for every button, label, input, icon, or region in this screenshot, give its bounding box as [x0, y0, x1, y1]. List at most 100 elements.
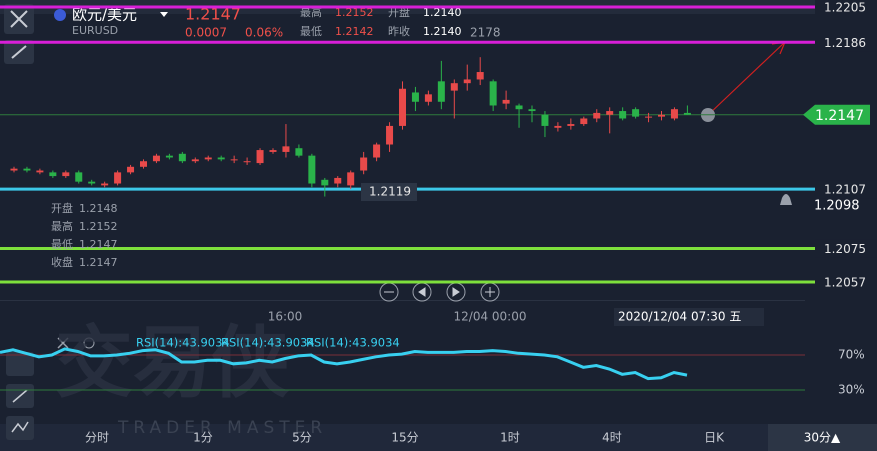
- candle-body: [424, 94, 432, 102]
- alert-price: 1.2098: [814, 199, 860, 214]
- candle-body: [308, 155, 316, 184]
- cursor-time-bg: [614, 308, 764, 326]
- candle-body: [463, 79, 471, 84]
- ohlc-label: 最高: [51, 219, 73, 233]
- stat-label: 昨收: [388, 24, 410, 38]
- candle-body: [295, 148, 303, 156]
- watermark: TRADER MASTER: [117, 418, 327, 438]
- candle-body: [632, 109, 640, 117]
- candle-body: [23, 168, 31, 171]
- ohlc-value: 1.2147: [79, 238, 118, 251]
- price-level-label: 1.2186: [824, 36, 866, 50]
- candle-body: [528, 109, 536, 112]
- price-level-label: 1.2107: [824, 183, 866, 197]
- high-label: 2178: [470, 26, 501, 40]
- ohlc-label: 收盘: [51, 255, 73, 269]
- candle-body: [567, 124, 575, 126]
- candle-body: [450, 83, 458, 91]
- candle-body: [140, 161, 147, 167]
- candle-body: [437, 81, 445, 102]
- rsi-settings[interactable]: [83, 337, 95, 349]
- tab-bar: [0, 424, 877, 451]
- candle-body: [645, 116, 653, 118]
- ohlc-label: 开盘: [51, 201, 73, 215]
- candle-body: [386, 125, 394, 145]
- tab[interactable]: 分时: [85, 431, 109, 445]
- candle-body: [75, 172, 83, 182]
- tab[interactable]: 30分▲: [804, 431, 841, 445]
- candle-body: [165, 155, 173, 158]
- tab[interactable]: 4时: [602, 431, 622, 445]
- tool-button[interactable]: [6, 352, 34, 376]
- time-label: 16:00: [268, 310, 303, 324]
- candle-body: [360, 157, 368, 171]
- ohlc-value: 1.2148: [79, 202, 118, 215]
- rsi-close[interactable]: [57, 337, 69, 349]
- candle-body: [489, 81, 497, 106]
- cursor-time: 2020/12/04 07:30 五: [618, 310, 741, 324]
- candle-body: [36, 170, 44, 173]
- flag-icon: [54, 9, 66, 21]
- candle-body: [282, 146, 290, 152]
- change-pct: 0.06%: [245, 26, 283, 40]
- stat-value: 1.2140: [423, 25, 462, 38]
- candle-body: [114, 172, 122, 184]
- tab[interactable]: 1时: [500, 431, 520, 445]
- candle-body: [88, 181, 96, 184]
- current-price: 1.2147: [815, 108, 864, 124]
- tool-button[interactable]: [6, 416, 34, 440]
- price-level-tag: [815, 33, 877, 52]
- stat-value: 1.2142: [335, 25, 374, 38]
- symbol[interactable]: 欧元/美元: [72, 6, 137, 24]
- tab[interactable]: 5分: [292, 431, 312, 445]
- price-level-label: 1.2205: [824, 1, 866, 15]
- bell-icon[interactable]: [780, 194, 792, 205]
- candle-body: [347, 172, 355, 186]
- candle-body: [127, 166, 135, 173]
- candle-body: [321, 179, 329, 186]
- dropdown-icon[interactable]: [160, 12, 168, 17]
- current-price-tag: [803, 104, 870, 125]
- candle-body: [62, 172, 70, 177]
- tab[interactable]: 日K: [704, 431, 725, 445]
- shrink-icon: [11, 45, 27, 59]
- candle-body: [101, 183, 109, 186]
- price-level-tag: [815, 239, 877, 258]
- candle-body: [49, 172, 57, 177]
- candle-body: [178, 153, 186, 162]
- stat-value: 1.2140: [423, 6, 462, 19]
- candle-body: [230, 159, 238, 161]
- candle-body: [502, 99, 510, 104]
- low-tooltip: [361, 183, 417, 201]
- candle-body: [217, 157, 225, 160]
- change: 0.0007: [185, 26, 227, 40]
- ohlc-label: 最低: [51, 238, 73, 251]
- rsi-label: RSI(14):43.9034: [306, 336, 400, 350]
- tab[interactable]: 15分: [391, 431, 418, 445]
- candle-body: [411, 92, 419, 102]
- price-level-tag: [815, 273, 877, 291]
- rsi-label: RSI(14):43.9034: [221, 336, 315, 350]
- tool-icons: [11, 389, 29, 433]
- rsi-level-label: 70%: [838, 348, 865, 362]
- rsi-line: [0, 347, 688, 381]
- tab[interactable]: 1分: [193, 431, 213, 445]
- candle-body: [399, 88, 406, 126]
- price-level-tag: [815, 180, 877, 199]
- stat-value: 1.2152: [335, 6, 374, 19]
- candle-body: [683, 112, 691, 115]
- candle-body: [476, 72, 484, 80]
- price-level-label: 1.2057: [824, 276, 866, 290]
- low-label: 1.2119: [369, 185, 411, 199]
- price-level-tag: [815, 0, 877, 16]
- rsi-level-label: 30%: [838, 383, 865, 397]
- candle-body: [541, 114, 549, 126]
- time-label: 12/04 00:00: [454, 310, 527, 324]
- candle-body: [243, 161, 251, 163]
- candle-body: [593, 112, 601, 119]
- candle-body: [515, 105, 523, 110]
- zoom-icons: [384, 287, 495, 297]
- symbol-code: EURUSD: [72, 24, 118, 37]
- watermark: 交易侠: [55, 318, 290, 408]
